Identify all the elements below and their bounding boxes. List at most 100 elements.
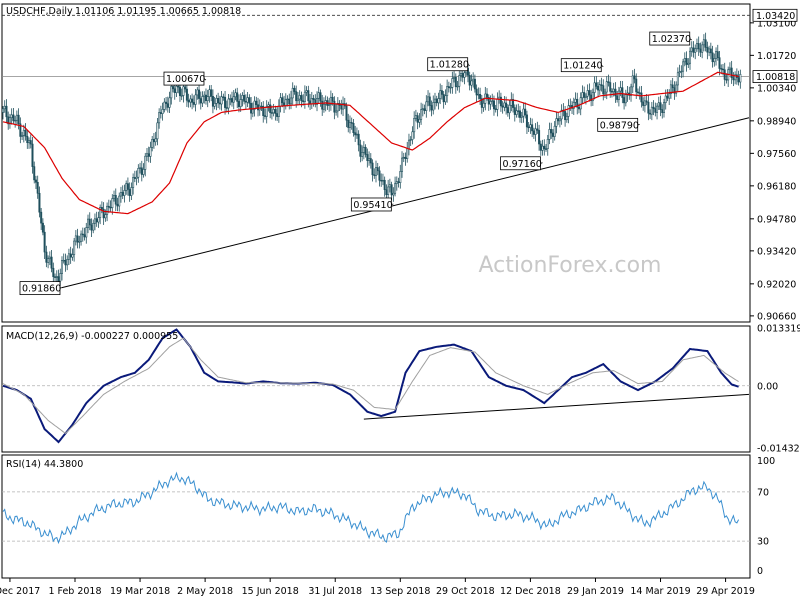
- candle-body: [149, 147, 152, 157]
- candle-body: [590, 94, 593, 102]
- candle-body: [524, 108, 527, 116]
- candle-body: [428, 96, 431, 106]
- axes-labels: 1.03100 1.01720 1.00340 0.98940 0.97560 0.961…: [0, 8, 800, 597]
- candle-body: [211, 96, 214, 107]
- macd-tick-label: -0.014323: [757, 443, 800, 454]
- candle-body: [447, 86, 450, 88]
- candle-body: [161, 109, 164, 114]
- candle-body: [617, 90, 620, 100]
- candle-body: [106, 205, 109, 215]
- candle-body: [135, 176, 138, 179]
- candle-body: [643, 100, 646, 106]
- candle-body: [723, 69, 726, 80]
- candle-body: [213, 103, 216, 107]
- candle-body: [139, 167, 142, 169]
- candle-body: [545, 148, 548, 150]
- candle-body: [225, 107, 228, 109]
- candle-body: [706, 47, 709, 53]
- candle-body: [348, 122, 351, 128]
- candle-body: [704, 39, 707, 48]
- candle-body: [40, 211, 43, 224]
- candle-body: [185, 88, 188, 101]
- candle-body: [433, 98, 436, 103]
- candle-body: [491, 100, 494, 102]
- candle-body: [85, 227, 88, 238]
- candle-body: [305, 90, 308, 93]
- candle-body: [152, 139, 155, 143]
- candle-body: [151, 139, 154, 148]
- price-tick-label: 0.92020: [757, 279, 796, 290]
- candle-body: [565, 116, 568, 121]
- candle-body: [581, 92, 584, 99]
- candle-body: [647, 101, 650, 114]
- candle-body: [607, 81, 610, 83]
- date-tick-label: 29 Apr 2019: [696, 586, 755, 597]
- candle-body: [100, 207, 103, 210]
- candle-body: [381, 179, 384, 182]
- date-tick-label: 2 May 2018: [177, 586, 233, 597]
- candle-body: [310, 98, 313, 105]
- candle-body: [154, 138, 157, 143]
- candle-body: [597, 86, 600, 91]
- candle-body: [204, 94, 207, 101]
- candle-body: [425, 101, 428, 111]
- candle-body: [291, 87, 294, 99]
- candle-body: [505, 102, 508, 108]
- candle-body: [548, 129, 551, 140]
- candle-body: [661, 109, 664, 113]
- candle-body: [591, 92, 594, 102]
- candle-body: [357, 133, 360, 146]
- candle-body: [610, 91, 613, 93]
- candle-body: [492, 100, 495, 110]
- candle-body: [390, 184, 393, 196]
- candle-body: [520, 115, 523, 118]
- candle-body: [253, 100, 256, 110]
- candle-body: [203, 94, 206, 97]
- candle-body: [29, 140, 32, 145]
- candle-body: [534, 128, 537, 135]
- candle-body: [397, 181, 400, 183]
- price-tick-label: 0.98940: [757, 116, 796, 127]
- candle-body: [695, 43, 698, 50]
- candle-body: [395, 181, 398, 184]
- annotation-label: 1.01280: [430, 60, 469, 71]
- candle-body: [55, 276, 58, 278]
- candle-body: [652, 106, 655, 109]
- annotation-label: 1.00670: [166, 74, 205, 85]
- candle-body: [675, 84, 678, 94]
- candle-body: [557, 118, 560, 122]
- candle-body: [657, 102, 660, 107]
- candle-body: [262, 105, 265, 116]
- candle-body: [572, 102, 575, 109]
- candle-body: [267, 104, 270, 107]
- candle-body: [133, 177, 136, 179]
- candle-body: [427, 96, 430, 103]
- candle-body: [616, 95, 619, 100]
- candle-body: [295, 91, 298, 102]
- candle-body: [543, 145, 546, 150]
- candle-body: [468, 75, 471, 86]
- candle-body: [388, 184, 391, 188]
- candle-body: [319, 92, 322, 102]
- candle-body: [614, 88, 617, 97]
- macd-tick-label: 0.013319: [757, 324, 800, 335]
- candle-body: [479, 93, 482, 99]
- candle-body: [574, 98, 577, 103]
- candle-body: [678, 71, 681, 74]
- candle-body: [78, 240, 81, 243]
- candle-body: [404, 156, 407, 160]
- candle-body: [373, 174, 376, 176]
- candle-body: [475, 88, 478, 96]
- candle-body: [638, 92, 641, 94]
- gridlines: [2, 14, 750, 77]
- candle-body: [69, 253, 72, 258]
- candle-body: [140, 167, 143, 175]
- price-panel: 0.91860 1.00670 0.95410 1.01280 0.97160 1.012…: [1, 31, 750, 296]
- candle-body: [435, 98, 438, 104]
- candle-body: [248, 97, 251, 104]
- candle-body: [477, 93, 480, 96]
- moving-average-line: [2, 71, 739, 215]
- candle-body: [510, 99, 513, 106]
- candle-body: [93, 218, 96, 224]
- candle-body: [137, 168, 140, 178]
